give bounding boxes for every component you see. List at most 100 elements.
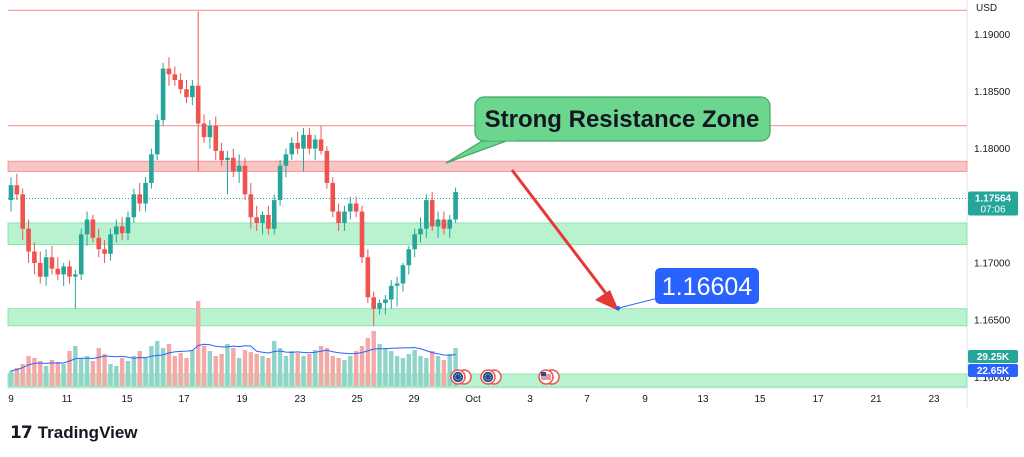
volume-bar bbox=[348, 356, 353, 386]
candle bbox=[114, 219, 119, 243]
candle-body bbox=[55, 268, 61, 275]
volume-ma-value: 29.25K bbox=[977, 352, 1010, 363]
volume-bar bbox=[371, 331, 376, 386]
candle bbox=[312, 134, 318, 161]
candle bbox=[178, 73, 183, 94]
candle bbox=[283, 148, 289, 178]
candle bbox=[254, 205, 259, 231]
time-tick-label: 15 bbox=[121, 394, 133, 405]
eu-flag-icon[interactable] bbox=[450, 369, 472, 385]
candle bbox=[125, 211, 131, 241]
candle bbox=[260, 211, 265, 235]
eu-flag-field bbox=[482, 371, 494, 383]
volume-bar bbox=[394, 356, 400, 386]
time-tick-label: 15 bbox=[754, 394, 766, 405]
tradingview-logo-icon: 17 bbox=[10, 423, 33, 443]
volume-bar bbox=[20, 364, 25, 386]
volume-bar bbox=[55, 362, 60, 386]
volume-bar bbox=[166, 344, 172, 386]
volume-bar bbox=[236, 358, 242, 386]
volume-bar bbox=[125, 361, 131, 386]
target-price-label-box[interactable] bbox=[655, 268, 759, 304]
volume-bar bbox=[96, 348, 101, 386]
target-price-label: 1.16604 bbox=[662, 273, 752, 301]
candle-body bbox=[365, 257, 371, 298]
candle bbox=[271, 194, 277, 235]
price-tick-label: 1.16500 bbox=[974, 316, 1011, 327]
candle bbox=[32, 242, 37, 275]
candle-body bbox=[301, 134, 306, 149]
candle bbox=[137, 182, 142, 212]
candle bbox=[318, 125, 324, 155]
time-tick-label: Oct bbox=[465, 394, 481, 405]
tradingview-brand-name: TradingView bbox=[37, 423, 138, 442]
candle-body bbox=[184, 89, 189, 98]
candle-body bbox=[283, 154, 289, 166]
candle-body bbox=[178, 80, 183, 90]
candle bbox=[330, 177, 336, 218]
volume-bar bbox=[377, 344, 382, 386]
volume-bar bbox=[79, 358, 84, 386]
time-tick-label: 25 bbox=[351, 394, 363, 405]
support-zone bbox=[7, 222, 968, 246]
volume-current-value: 22.65K bbox=[977, 366, 1010, 377]
candle-body bbox=[14, 185, 20, 195]
candle-body bbox=[295, 142, 300, 149]
volume-bar bbox=[453, 348, 458, 386]
candle bbox=[201, 114, 207, 143]
candle bbox=[342, 205, 347, 231]
volume-bar bbox=[119, 358, 125, 386]
candle-body bbox=[149, 154, 154, 183]
resistance-callout[interactable] bbox=[474, 96, 771, 142]
candle-body bbox=[266, 214, 271, 229]
volume-bar bbox=[49, 360, 55, 386]
candle bbox=[248, 182, 254, 229]
candle bbox=[172, 66, 178, 86]
candle-body bbox=[225, 157, 230, 161]
volume-ma-badge bbox=[968, 350, 1018, 363]
resistance-callout-label: Strong Resistance Zone bbox=[485, 106, 760, 133]
candle-body bbox=[330, 182, 336, 212]
candle-body bbox=[219, 150, 224, 161]
time-tick-label: 7 bbox=[584, 394, 590, 405]
volume-bar bbox=[67, 351, 72, 386]
us-flag-icon[interactable] bbox=[538, 369, 560, 385]
time-tick-label: 9 bbox=[8, 394, 14, 405]
us-flag-canton bbox=[541, 372, 546, 376]
time-tick-label: 13 bbox=[697, 394, 709, 405]
volume-bar bbox=[389, 351, 394, 386]
candle bbox=[219, 142, 224, 166]
candle bbox=[225, 150, 230, 195]
candle bbox=[277, 160, 283, 206]
candle bbox=[73, 269, 78, 309]
candle bbox=[418, 217, 423, 243]
candle bbox=[394, 276, 400, 307]
candle-body bbox=[277, 165, 283, 201]
candle-body bbox=[383, 299, 388, 303]
price-tick-label: 1.18000 bbox=[974, 144, 1011, 155]
candle-body bbox=[429, 200, 435, 227]
volume-bar bbox=[266, 358, 271, 386]
eu-flag-field bbox=[452, 371, 464, 383]
candle bbox=[154, 114, 160, 161]
plot-area[interactable] bbox=[8, 0, 967, 388]
candle bbox=[20, 188, 25, 241]
candle bbox=[383, 294, 388, 315]
currency-label: USD bbox=[976, 3, 997, 14]
candle-body bbox=[49, 257, 55, 269]
volume-ma-line bbox=[10, 343, 456, 372]
candle-body bbox=[78, 234, 84, 275]
candle bbox=[207, 120, 213, 149]
price-tick-label: 1.17000 bbox=[974, 258, 1011, 269]
candle bbox=[231, 148, 236, 178]
target-zone bbox=[7, 308, 968, 327]
resistance-zone bbox=[7, 160, 968, 172]
tradingview-branding[interactable]: 17 TradingView bbox=[10, 423, 138, 443]
candle bbox=[90, 214, 96, 243]
eu-flag-icon[interactable] bbox=[480, 369, 502, 385]
candle-body bbox=[318, 139, 324, 151]
volume-bar bbox=[359, 346, 365, 386]
candle-body bbox=[114, 226, 119, 235]
time-tick-label: 23 bbox=[294, 394, 306, 405]
